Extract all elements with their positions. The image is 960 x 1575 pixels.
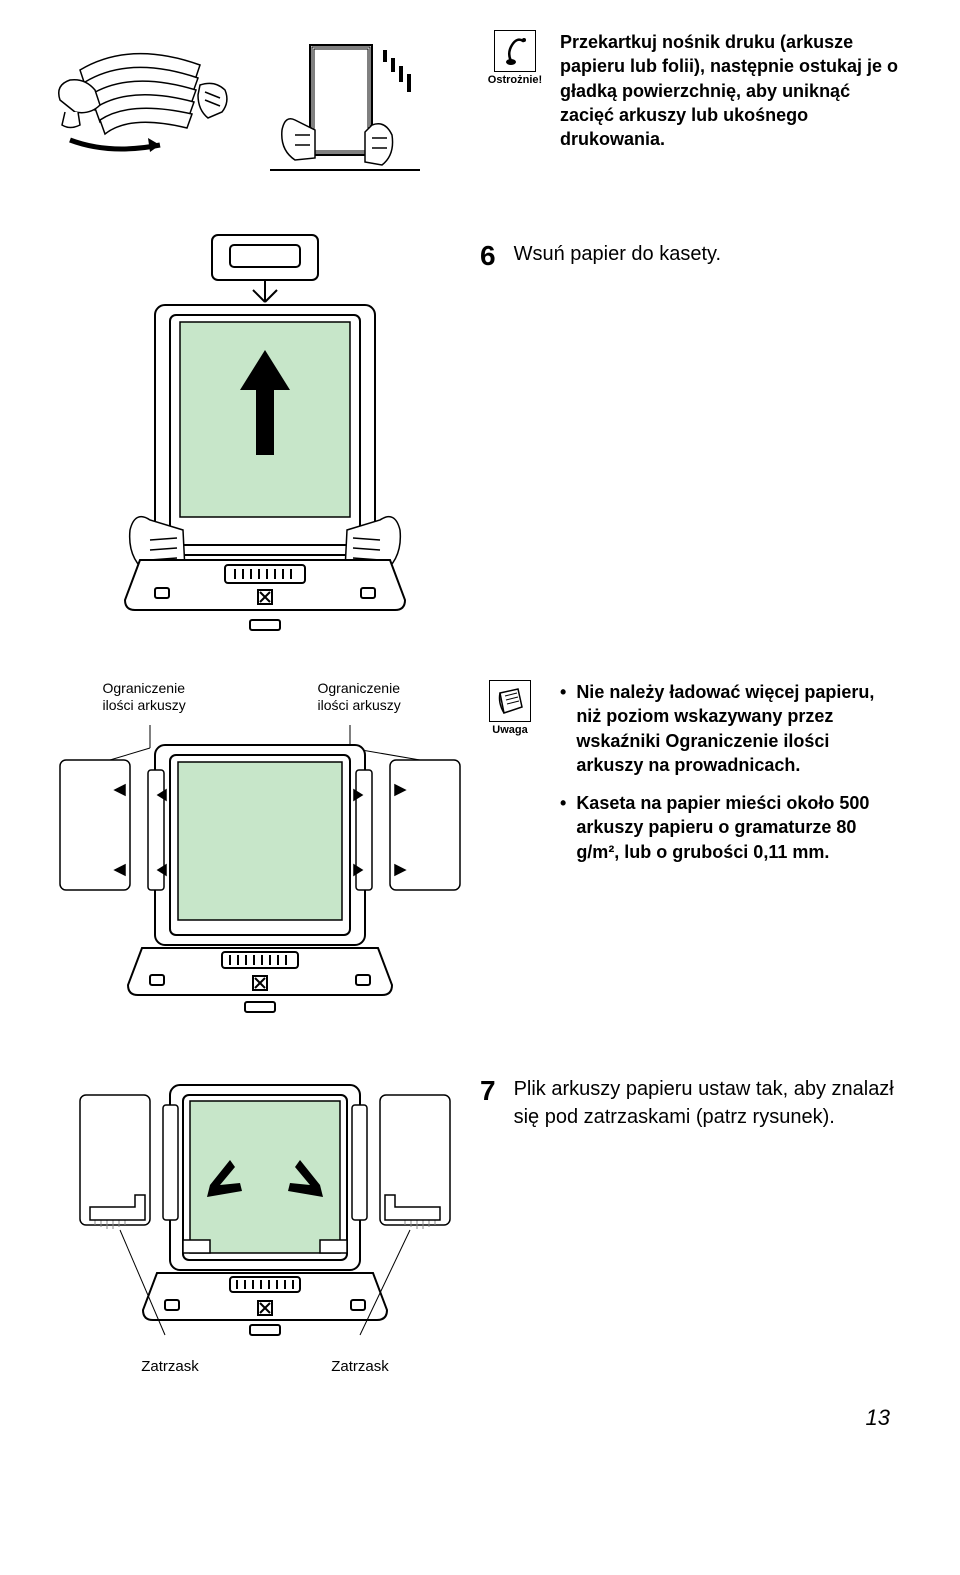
illustration-fan-paper [50, 30, 480, 190]
caution-callout: Ostrożnie! [480, 30, 550, 86]
caution-label: Ostrożnie! [488, 74, 542, 86]
limit-label-right: Ograniczenie ilości arkuszy [318, 680, 428, 714]
note-callout: Uwaga [480, 680, 540, 1025]
step-7-text: Plik arkuszy papieru ustaw tak, aby znal… [514, 1075, 900, 1131]
caution-text: Przekartkuj nośnik druku (arkusze papier… [560, 30, 900, 151]
note-bullet-2: • Kaseta na papier mieści około 500 arku… [560, 791, 900, 864]
note-label: Uwaga [492, 724, 527, 736]
lock-label-right: Zatrzask [331, 1358, 389, 1375]
step-6-text: Wsuń papier do kasety. [514, 240, 722, 268]
step-7-number: 7 [480, 1075, 496, 1107]
page-number: 13 [50, 1405, 900, 1431]
caution-icon [494, 30, 536, 72]
illustration-limits [50, 720, 470, 1020]
step-6-number: 6 [480, 240, 496, 272]
illustration-insert-paper [50, 230, 480, 640]
lock-label-left: Zatrzask [141, 1358, 199, 1375]
limit-label-left: Ograniczenie ilości arkuszy [103, 680, 213, 714]
note-bullet-1: • Nie należy ładować więcej papieru, niż… [560, 680, 900, 777]
illustration-locks [75, 1065, 455, 1345]
note-icon [489, 680, 531, 722]
